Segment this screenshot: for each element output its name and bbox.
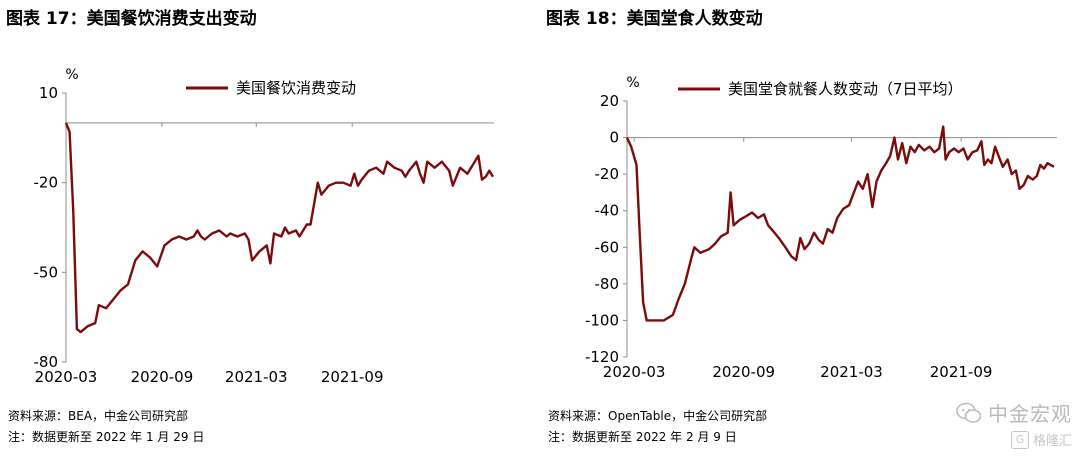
left-note: 注：数据更新至 2022 年 1 月 29 日	[8, 430, 205, 444]
right-x-tick-label: 2020-09	[712, 363, 775, 381]
left-legend-label: 美国餐饮消费变动	[236, 79, 356, 97]
right-note: 注：数据更新至 2022 年 2 月 9 日	[548, 430, 737, 444]
right-y-tick-label: 0	[609, 129, 619, 147]
right-y-tick-label: -60	[595, 238, 620, 256]
left-source: 资料来源：BEA，中金公司研究部	[8, 409, 189, 423]
right-y-tick-label: 20	[600, 92, 619, 110]
left-x-tick-label: 2021-03	[225, 368, 288, 386]
right-chart-panel: 图表 18：美国堂食人数变动 % 20 0 -20 -40 -60 -80 -100 -120 2…	[540, 0, 1080, 461]
watermark: 中金宏观	[956, 398, 1072, 427]
left-figure-title: 图表 17：美国餐饮消费支出变动	[6, 9, 257, 29]
right-series-line	[625, 125, 1055, 322]
watermark-logo: G 格隆汇	[1010, 430, 1072, 449]
left-unit-label: %	[65, 67, 78, 83]
left-y-tick-label: -20	[34, 174, 59, 192]
right-y-tick-label: -100	[585, 311, 619, 329]
right-figure-title: 图表 18：美国堂食人数变动	[546, 9, 763, 29]
right-y-tick-label: -20	[595, 165, 620, 183]
right-x-tick-label: 2020-03	[603, 363, 666, 381]
left-series-line	[64, 122, 495, 334]
left-x-tick-label: 2020-03	[35, 368, 98, 386]
left-y-tick-label: -80	[34, 353, 59, 371]
gelonghui-logo-icon: G	[1010, 430, 1029, 449]
right-y-tick-label: -80	[595, 275, 620, 293]
right-x-tick-label: 2021-09	[930, 363, 993, 381]
left-y-tick-label: 10	[39, 84, 58, 102]
watermark-logo-text: 格隆汇	[1032, 434, 1072, 449]
right-source: 资料来源：OpenTable，中金公司研究部	[548, 409, 768, 423]
watermark-name: 中金宏观	[988, 402, 1072, 426]
wechat-icon	[956, 402, 982, 423]
left-chart-panel: 图表 17：美国餐饮消费支出变动 % 10 -20 -50 -80 2020-03 2020…	[6, 9, 495, 444]
left-x-tick-label: 2021-09	[321, 368, 384, 386]
right-y-tick-label: -120	[585, 348, 619, 366]
right-legend-label: 美国堂食就餐人数变动（7日平均）	[728, 80, 963, 98]
right-unit-label: %	[626, 75, 639, 91]
right-x-tick-label: 2021-03	[820, 363, 883, 381]
left-y-tick-label: -50	[34, 263, 59, 281]
left-x-tick-label: 2020-09	[131, 368, 194, 386]
right-y-tick-label: -40	[595, 202, 620, 220]
